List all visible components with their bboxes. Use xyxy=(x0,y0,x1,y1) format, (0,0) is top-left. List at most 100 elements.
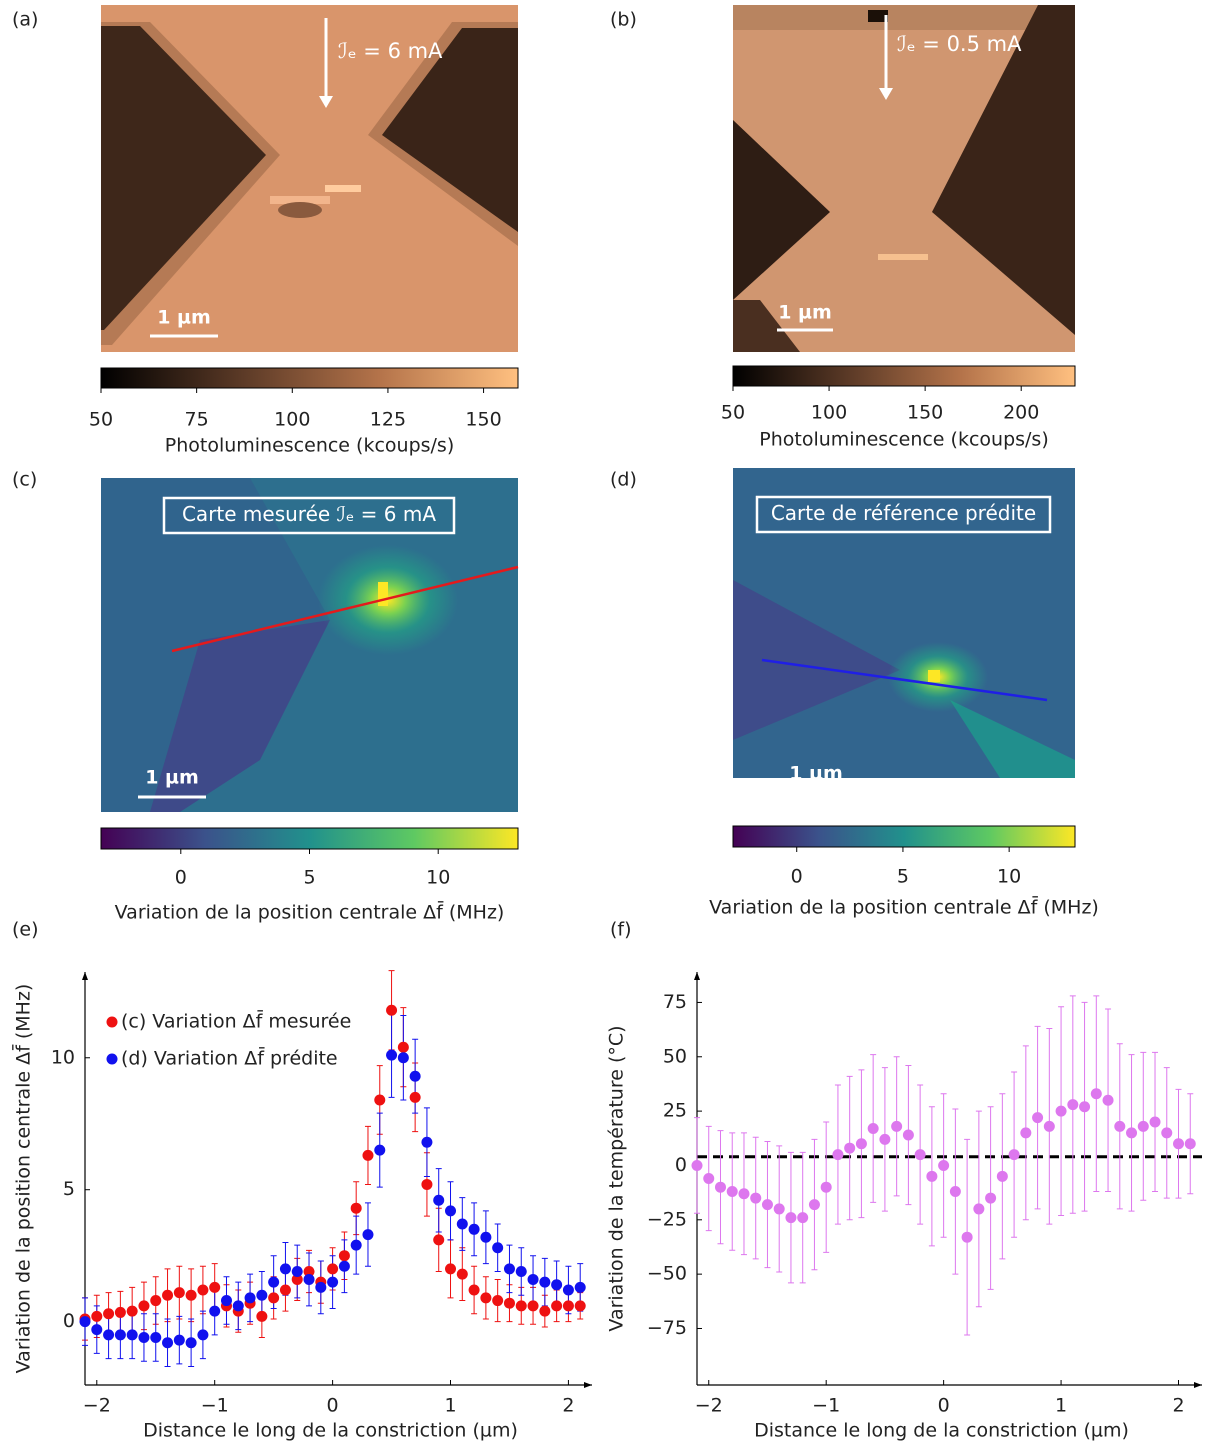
colorbar-tick-label: 5 xyxy=(897,866,909,888)
data-point xyxy=(1090,1088,1102,1100)
x-tick-label: −1 xyxy=(201,1395,229,1417)
colorbar-label: Variation de la position centrale Δf̄ (M… xyxy=(115,899,505,923)
data-point xyxy=(197,1329,209,1341)
data-point xyxy=(949,1186,961,1198)
y-tick-label: −25 xyxy=(647,1208,687,1230)
profile-line xyxy=(761,658,1048,702)
data-point xyxy=(996,1170,1008,1182)
x-axis-arrow xyxy=(584,1382,592,1388)
data-point xyxy=(527,1273,539,1285)
x-tick-label: −2 xyxy=(695,1395,723,1417)
data-point xyxy=(926,1170,938,1182)
data-point xyxy=(738,1188,750,1200)
data-point xyxy=(844,1142,856,1154)
data-point xyxy=(138,1300,150,1312)
data-point xyxy=(433,1194,445,1206)
colorbar-tick-label: 5 xyxy=(303,867,315,889)
odmr-map-d xyxy=(733,468,1075,778)
colorbar xyxy=(100,827,519,850)
data-point xyxy=(232,1300,244,1312)
colorbar-tick-label: 50 xyxy=(721,402,745,424)
data-point xyxy=(785,1212,797,1224)
data-point xyxy=(397,1041,409,1053)
colorbar-label: Photoluminescence (kcoups/s) xyxy=(759,429,1049,451)
data-point xyxy=(162,1289,174,1301)
data-point xyxy=(820,1181,832,1193)
y-tick-label: −50 xyxy=(647,1263,687,1285)
colorbar xyxy=(100,367,519,389)
data-point xyxy=(468,1223,480,1235)
colorbar-label: Photoluminescence (kcoups/s) xyxy=(165,435,455,457)
data-point xyxy=(797,1212,809,1224)
data-point xyxy=(1008,1149,1020,1161)
colorbar-tick-label: 150 xyxy=(465,409,501,431)
data-point xyxy=(527,1300,539,1312)
data-point xyxy=(961,1231,973,1243)
data-point xyxy=(173,1334,185,1346)
y-axis-label: Variation de la température (°C) xyxy=(606,1025,628,1331)
data-point xyxy=(480,1292,492,1304)
data-point xyxy=(726,1186,738,1198)
y-tick-label: 75 xyxy=(663,991,687,1013)
panel-label: (c) xyxy=(12,469,37,491)
data-point xyxy=(691,1159,703,1171)
data-point xyxy=(338,1260,350,1272)
colorbar xyxy=(732,825,1076,848)
y-tick-label: 5 xyxy=(63,1178,75,1200)
data-point xyxy=(515,1300,527,1312)
panel-label: (d) xyxy=(610,469,637,491)
data-point xyxy=(891,1120,903,1132)
data-point xyxy=(562,1300,574,1312)
data-point xyxy=(279,1284,291,1296)
data-point xyxy=(773,1203,785,1215)
legend-marker xyxy=(106,1016,118,1028)
data-point xyxy=(574,1281,586,1293)
colorbar-tick-label: 50 xyxy=(89,409,113,431)
profile-line xyxy=(171,565,519,653)
colorbar xyxy=(732,365,1076,387)
x-axis-arrow xyxy=(1194,1382,1202,1388)
data-point xyxy=(761,1199,773,1211)
data-point xyxy=(492,1242,504,1254)
data-point xyxy=(268,1292,280,1304)
data-point xyxy=(209,1305,221,1317)
data-point xyxy=(162,1337,174,1349)
data-point xyxy=(185,1289,197,1301)
data-point xyxy=(126,1329,138,1341)
panel-label: (f) xyxy=(610,919,632,941)
colorbar-tick-label: 200 xyxy=(1003,402,1039,424)
y-tick-label: 10 xyxy=(51,1046,75,1068)
y-tick-label: 0 xyxy=(675,1154,687,1176)
data-point xyxy=(480,1231,492,1243)
y-axis-label: Variation de la position centrale Δf̄ (M… xyxy=(10,984,34,1374)
colorbar-tick-label: 125 xyxy=(370,409,406,431)
x-tick-label: 0 xyxy=(327,1395,339,1417)
data-point xyxy=(279,1263,291,1275)
data-point xyxy=(832,1149,844,1161)
annotation: ℐₑ = 6 mA xyxy=(338,39,443,63)
data-point xyxy=(539,1276,551,1288)
data-point xyxy=(1126,1127,1138,1139)
data-point xyxy=(855,1138,867,1150)
data-point xyxy=(303,1273,315,1285)
data-point xyxy=(103,1329,115,1341)
data-point xyxy=(421,1136,433,1148)
data-point xyxy=(1079,1101,1091,1113)
y-tick-label: −75 xyxy=(647,1317,687,1339)
data-point xyxy=(409,1070,421,1082)
data-point xyxy=(1149,1116,1161,1128)
data-point xyxy=(197,1284,209,1296)
x-tick-label: 2 xyxy=(562,1395,574,1417)
data-point xyxy=(902,1129,914,1141)
data-point xyxy=(327,1263,339,1275)
colorbar-tick-label: 100 xyxy=(274,409,310,431)
data-point xyxy=(433,1234,445,1246)
data-point xyxy=(173,1287,185,1299)
data-point xyxy=(374,1094,386,1106)
x-axis-label: Distance le long de la constriction (µm) xyxy=(143,1420,518,1442)
data-point xyxy=(256,1310,268,1322)
data-point xyxy=(445,1263,457,1275)
data-point xyxy=(138,1331,150,1343)
annotation: Carte mesurée ℐₑ = 6 mA xyxy=(182,502,436,526)
data-point xyxy=(1184,1138,1196,1150)
